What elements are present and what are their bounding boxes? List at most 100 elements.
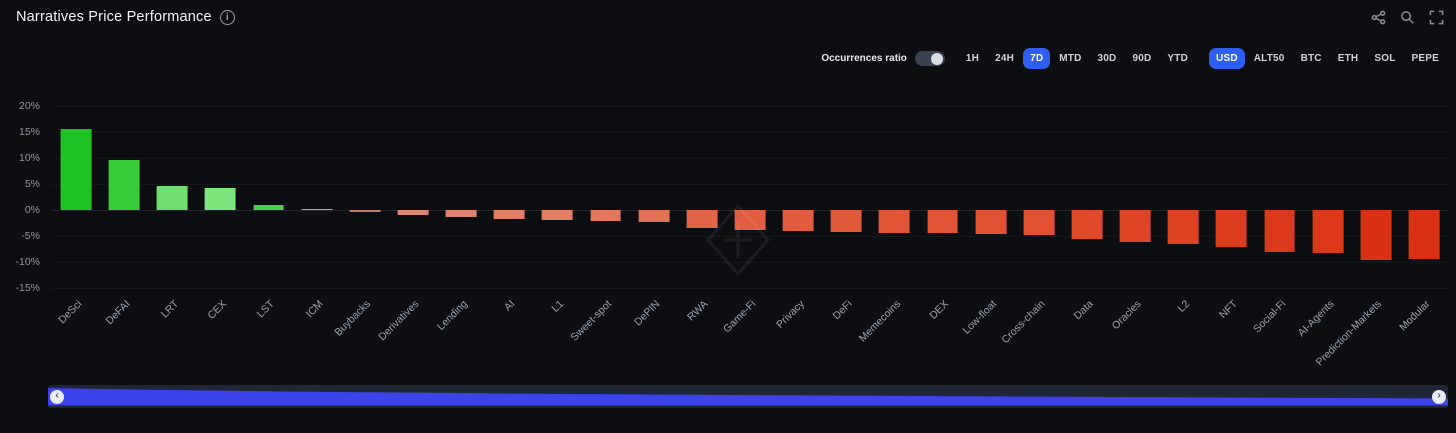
info-icon[interactable]: i <box>219 9 235 25</box>
currency-button-sol[interactable]: SOL <box>1367 48 1402 69</box>
bar-cex[interactable] <box>205 187 236 210</box>
bar-derivatives[interactable] <box>397 210 429 216</box>
currency-button-usd[interactable]: USD <box>1209 48 1245 69</box>
navigator-right-arrow[interactable]: › <box>1432 389 1446 404</box>
bar-defai[interactable] <box>108 160 140 210</box>
bar-cross-chain[interactable] <box>1023 210 1055 235</box>
x-axis-label: ICM <box>303 298 326 321</box>
share-icon[interactable] <box>1371 10 1386 25</box>
chart-navigator[interactable]: ‹ › <box>48 385 1448 408</box>
x-axis-label: L2 <box>1175 298 1192 315</box>
timeframe-button-mtd[interactable]: MTD <box>1052 48 1088 69</box>
x-axis-label: LRT <box>158 298 181 321</box>
x-axis-label: Memecoins <box>856 298 903 345</box>
bar-slot: Derivatives <box>376 106 437 343</box>
bar-oracles[interactable] <box>1119 210 1151 243</box>
bar-icm[interactable] <box>301 208 333 210</box>
bar-social-fi[interactable] <box>1264 210 1295 252</box>
x-axis-label: NFT <box>1217 298 1240 321</box>
x-axis-label: Game-Fi <box>721 298 759 336</box>
currency-button-pepe[interactable]: PEPE <box>1405 48 1446 69</box>
bar-lending[interactable] <box>445 210 477 218</box>
timeframe-button-24h[interactable]: 24H <box>988 48 1021 69</box>
bar-l1[interactable] <box>542 210 573 220</box>
x-axis-label: Sweet-spot <box>568 298 615 344</box>
bar-slot: Buybacks <box>333 106 389 339</box>
zoom-icon[interactable] <box>1400 10 1415 25</box>
bar-slot: Low-float <box>961 106 1015 337</box>
bar-sweet-spot[interactable] <box>590 210 622 221</box>
x-axis-label: AI <box>502 298 518 314</box>
bar-slot: DeFAI <box>100 106 148 327</box>
page-title: Narratives Price Performance <box>16 9 212 25</box>
bar-data[interactable] <box>1071 210 1103 240</box>
timeframe-button-group: 1H 24H 7D MTD 30D 90D YTD <box>959 48 1195 69</box>
y-axis-tick-label: 5% <box>24 178 40 190</box>
gridline <box>52 158 1448 159</box>
occurrences-toggle[interactable] <box>914 51 945 66</box>
bar-l2[interactable] <box>1167 210 1199 245</box>
bar-slot: L1 <box>533 106 581 315</box>
x-axis-label: DEX <box>927 298 952 322</box>
timeframe-button-ytd[interactable]: YTD <box>1160 48 1195 69</box>
bar-low-float[interactable] <box>975 210 1007 235</box>
bar-slot: Social-Fi <box>1251 106 1304 335</box>
bar-slot: Cross-chain <box>999 106 1063 346</box>
x-axis-label: RWA <box>684 298 711 324</box>
bar-lst[interactable] <box>253 204 285 210</box>
bar-slot: Modular <box>1397 106 1448 333</box>
x-axis-label: LST <box>255 298 278 321</box>
bar-rwa[interactable] <box>686 210 718 228</box>
y-axis-tick-label: -5% <box>21 230 40 242</box>
currency-button-btc[interactable]: BTC <box>1294 48 1329 69</box>
x-axis-label: Social-Fi <box>1250 298 1289 336</box>
x-axis-label: Privacy <box>773 298 807 331</box>
currency-button-eth[interactable]: ETH <box>1331 48 1366 69</box>
x-axis-label: Cross-chain <box>999 298 1048 347</box>
bar-series: DeSci DeFAI LRT CEX LST ICM Buybacks Derivative… <box>52 106 1448 368</box>
bar-ai-agents[interactable] <box>1312 210 1344 253</box>
bar-memecoins[interactable] <box>879 210 910 233</box>
currency-button-group: USD ALT50 BTC ETH SOL PEPE <box>1209 48 1446 69</box>
bar-lrt[interactable] <box>156 186 188 210</box>
bar-slot: Memecoins <box>857 106 918 344</box>
bar-depin[interactable] <box>638 210 670 223</box>
y-axis-tick-label: 15% <box>18 126 40 138</box>
chart-toolbar <box>1371 10 1444 25</box>
bar-slot: Game-Fi <box>721 106 774 335</box>
fullscreen-icon[interactable] <box>1429 10 1444 25</box>
occurrences-ratio-control: Occurrences ratio <box>821 51 945 66</box>
navigator-left-arrow[interactable]: ‹ <box>50 389 64 404</box>
bar-modular[interactable] <box>1408 210 1440 260</box>
timeframe-button-90d[interactable]: 90D <box>1125 48 1158 69</box>
bar-slot: DeFi <box>822 106 870 322</box>
bar-ai[interactable] <box>493 210 525 220</box>
bar-slot: Sweet-spot <box>568 106 630 344</box>
bar-defi[interactable] <box>830 210 862 232</box>
bar-privacy[interactable] <box>782 210 814 231</box>
timeframe-button-30d[interactable]: 30D <box>1091 48 1124 69</box>
bar-slot: AI <box>485 106 533 314</box>
bar-nft[interactable] <box>1216 210 1247 248</box>
x-axis-label: L1 <box>549 298 566 315</box>
x-axis-label: Derivatives <box>376 298 422 344</box>
bar-slot: AI-Agents <box>1295 106 1352 339</box>
bar-desci[interactable] <box>60 129 92 210</box>
bar-slot: RWA <box>678 106 726 323</box>
bar-slot: DePIN <box>630 106 678 328</box>
gridline <box>52 288 1448 289</box>
bar-slot: Privacy <box>774 106 822 331</box>
bar-slot: ICM <box>293 106 341 320</box>
bar-game-fi[interactable] <box>734 210 766 231</box>
currency-button-alt50[interactable]: ALT50 <box>1247 48 1292 69</box>
timeframe-button-1h[interactable]: 1H <box>959 48 986 69</box>
bar-dex[interactable] <box>927 210 958 234</box>
bar-buybacks[interactable] <box>349 210 381 212</box>
x-axis-label: CEX <box>205 298 229 322</box>
bar-slot: LRT <box>148 106 196 320</box>
x-axis-label: AI-Agents <box>1295 298 1337 340</box>
bar-slot: DEX <box>919 106 967 322</box>
bar-prediction-markets[interactable] <box>1360 210 1392 260</box>
bar-slot: LST <box>245 106 293 320</box>
timeframe-button-7d[interactable]: 7D <box>1023 48 1051 69</box>
